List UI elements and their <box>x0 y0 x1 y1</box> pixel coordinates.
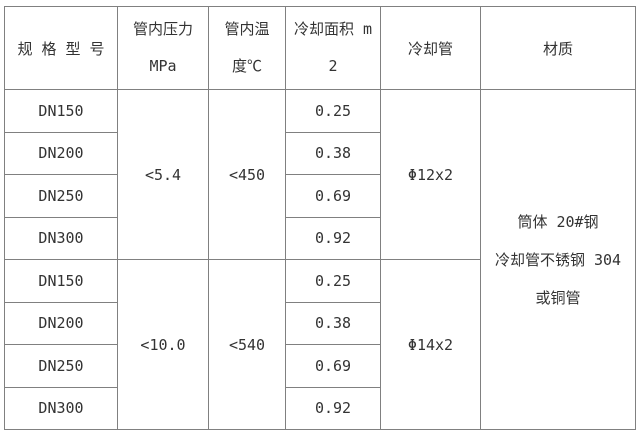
spec-cell: DN200 <box>4 131 118 175</box>
pressure-cell: <10.0 <box>117 259 209 430</box>
area-cell: 0.38 <box>285 301 381 345</box>
col-header-pressure-line1: 管内压力 <box>132 20 193 38</box>
area-cell: 0.25 <box>285 89 381 133</box>
table-row: DN300 0.92 <box>4 216 636 260</box>
tube-cell: Φ14x2 <box>380 259 481 430</box>
table-row: DN200 0.38 <box>4 131 636 175</box>
col-header-material: 材质 <box>480 6 636 90</box>
table-row: DN300 0.92 <box>4 386 636 430</box>
col-header-area: 冷却面积 m 2 <box>285 6 381 90</box>
col-header-area-line2: 2 <box>328 57 338 75</box>
col-header-pressure-line2: MPa <box>149 57 177 75</box>
area-cell: 0.92 <box>285 386 381 430</box>
col-header-spec: 规 格 型 号 <box>4 6 118 90</box>
spec-cell: DN300 <box>4 216 118 260</box>
material-cell: 筒体 20#钢 冷却管不锈钢 304 或铜管 <box>480 89 636 430</box>
spec-cell: DN200 <box>4 301 118 345</box>
material-line: 或铜管 <box>535 288 581 307</box>
spec-cell: DN250 <box>4 344 118 388</box>
header-row: 规 格 型 号 管内压力 MPa 管内温 度℃ 冷却面积 m 2 冷却管 材质 <box>4 6 636 90</box>
table-row: DN200 0.38 <box>4 301 636 345</box>
temp-cell: <540 <box>208 259 286 430</box>
spec-table: 规 格 型 号 管内压力 MPa 管内温 度℃ 冷却面积 m 2 冷却管 材质 … <box>4 6 636 430</box>
col-header-temp-line2: 度℃ <box>231 57 262 75</box>
col-header-area-line1: 冷却面积 m <box>293 20 373 38</box>
tube-cell: Φ12x2 <box>380 89 481 260</box>
spec-cell: DN250 <box>4 174 118 218</box>
col-header-temp: 管内温 度℃ <box>208 6 286 90</box>
area-cell: 0.69 <box>285 174 381 218</box>
col-header-pressure: 管内压力 MPa <box>117 6 209 90</box>
spec-cell: DN150 <box>4 89 118 133</box>
table-row: DN250 0.69 <box>4 174 636 218</box>
spec-cell: DN300 <box>4 386 118 430</box>
material-line: 筒体 20#钢 <box>517 212 599 231</box>
area-cell: 0.69 <box>285 344 381 388</box>
material-line: 冷却管不锈钢 304 <box>494 250 622 269</box>
pressure-cell: <5.4 <box>117 89 209 260</box>
table-row: DN250 0.69 <box>4 344 636 388</box>
spec-cell: DN150 <box>4 259 118 303</box>
table-row: DN150 <5.4 <450 0.25 Φ12x2 筒体 20#钢 冷却管不锈… <box>4 89 636 430</box>
temp-cell: <450 <box>208 89 286 260</box>
col-header-temp-line1: 管内温 <box>224 20 270 38</box>
col-header-tube: 冷却管 <box>380 6 481 90</box>
area-cell: 0.38 <box>285 131 381 175</box>
area-cell: 0.92 <box>285 216 381 260</box>
area-cell: 0.25 <box>285 259 381 303</box>
table-row: DN150 <10.0 <540 0.25 Φ14x2 <box>4 259 636 430</box>
